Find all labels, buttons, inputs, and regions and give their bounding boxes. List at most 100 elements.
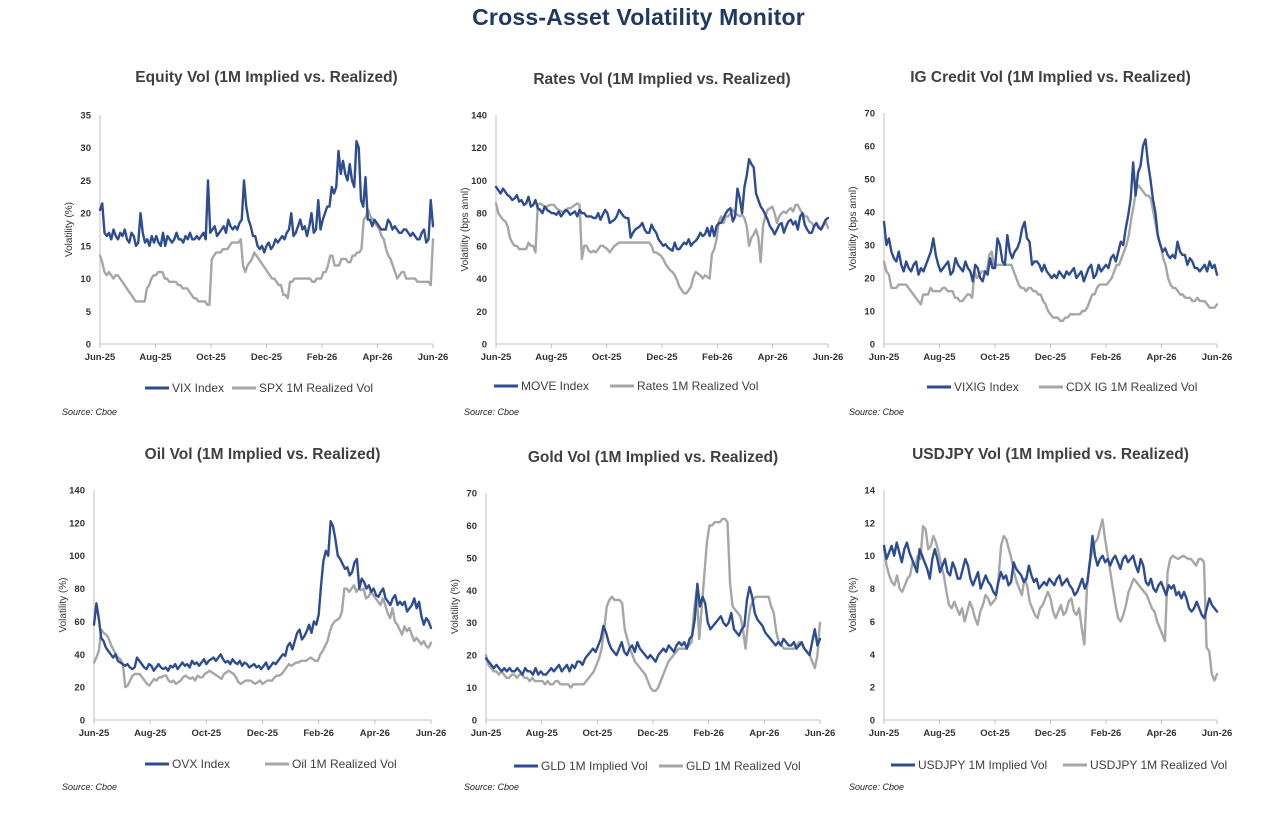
legend-label: Oil 1M Realized Vol bbox=[292, 757, 397, 771]
x-tick-label: Apr-26 bbox=[1146, 352, 1176, 363]
y-tick-label: 60 bbox=[476, 241, 487, 252]
realized-vol-line bbox=[98, 208, 435, 306]
usdjpy-vol-chart: USDJPY Vol (1M Implied vs. Realized) 0 2 4 6… bbox=[847, 437, 1267, 837]
y-tick-label: 10 bbox=[864, 307, 875, 318]
x-tick-label: Jun-25 bbox=[481, 352, 512, 363]
y-tick-label: 0 bbox=[80, 716, 85, 727]
x-tick-label: Jun-25 bbox=[471, 728, 502, 739]
y-tick-label: 5 bbox=[86, 307, 92, 318]
y-tick-label: 20 bbox=[80, 209, 91, 220]
y-tick-label: 10 bbox=[864, 551, 875, 562]
y-tick-label: 15 bbox=[80, 241, 91, 252]
y-tick-label: 40 bbox=[476, 274, 487, 285]
x-tick-label: Aug-25 bbox=[526, 728, 559, 739]
x-tick-label: Oct-25 bbox=[980, 352, 1010, 363]
y-axis-label: Volatility (bps annl) bbox=[848, 187, 859, 271]
realized-vol-line bbox=[882, 518, 1219, 682]
x-tick-label: Dec-25 bbox=[251, 352, 283, 363]
y-axis-label: Volatility (%) bbox=[58, 577, 69, 632]
x-tick-label: Dec-25 bbox=[637, 728, 669, 739]
chart-svg: Oil Vol (1M Implied vs. Realized) 0 20 40 60… bbox=[58, 446, 446, 792]
chart-title: Equity Vol (1M Implied vs. Realized) bbox=[135, 69, 397, 86]
x-tick-label: Dec-25 bbox=[1035, 352, 1067, 363]
y-tick-label: 100 bbox=[471, 176, 487, 187]
legend-label: VIX Index bbox=[172, 381, 224, 395]
y-tick-label: 120 bbox=[471, 143, 487, 154]
x-tick-label: Feb-26 bbox=[693, 728, 724, 739]
chart-svg: USDJPY Vol (1M Implied vs. Realized) 0 2 4 6… bbox=[848, 446, 1232, 792]
chart-svg: Equity Vol (1M Implied vs. Realized) 0 5 10… bbox=[62, 69, 449, 417]
x-tick-label: Feb-26 bbox=[303, 728, 334, 739]
y-axis-label: Volatility (%) bbox=[64, 202, 75, 257]
chart-svg: IG Credit Vol (1M Implied vs. Realized) 0… bbox=[848, 69, 1232, 417]
y-tick-label: 0 bbox=[870, 716, 875, 727]
x-tick-label: Feb-26 bbox=[307, 352, 338, 363]
gold-vol-chart: Gold Vol (1M Implied vs. Realized) 0 10 20 3… bbox=[450, 437, 882, 837]
ig-credit-vol-chart: IG Credit Vol (1M Implied vs. Realized) 0… bbox=[847, 60, 1267, 460]
y-tick-label: 0 bbox=[86, 340, 91, 351]
x-tick-label: Aug-25 bbox=[923, 728, 956, 739]
legend-label: OVX Index bbox=[172, 757, 230, 771]
y-tick-label: 20 bbox=[864, 274, 875, 285]
y-tick-label: 100 bbox=[69, 551, 85, 562]
x-tick-label: Aug-25 bbox=[139, 352, 172, 363]
legend-label: MOVE Index bbox=[521, 379, 589, 393]
x-tick-label: Oct-25 bbox=[192, 728, 222, 739]
x-tick-label: Jun-25 bbox=[869, 728, 900, 739]
chart-title: Rates Vol (1M Implied vs. Realized) bbox=[533, 71, 790, 88]
realized-vol-line bbox=[494, 202, 830, 295]
implied-vol-line bbox=[882, 534, 1219, 620]
y-tick-label: 10 bbox=[80, 274, 91, 285]
x-tick-label: Oct-25 bbox=[592, 352, 622, 363]
y-tick-label: 40 bbox=[466, 586, 477, 597]
rates-vol-chart: Rates Vol (1M Implied vs. Realized) 0 20 40… bbox=[460, 60, 882, 460]
chart-title: Gold Vol (1M Implied vs. Realized) bbox=[528, 449, 778, 466]
x-tick-label: Jun-25 bbox=[869, 352, 900, 363]
legend-label: USDJPY 1M Implied Vol bbox=[918, 758, 1047, 772]
legend-label: GLD 1M Realized Vol bbox=[686, 759, 801, 773]
x-tick-label: Apr-26 bbox=[1146, 728, 1176, 739]
x-tick-label: Jun-26 bbox=[813, 352, 844, 363]
y-tick-label: 120 bbox=[69, 518, 85, 529]
realized-vol-line bbox=[484, 517, 822, 693]
y-tick-label: 0 bbox=[472, 716, 477, 727]
y-tick-label: 25 bbox=[80, 176, 91, 187]
y-tick-label: 50 bbox=[864, 175, 875, 186]
x-tick-label: Feb-26 bbox=[1091, 728, 1122, 739]
y-tick-label: 40 bbox=[74, 650, 85, 661]
legend-label: SPX 1M Realized Vol bbox=[259, 381, 373, 395]
chart-svg: Gold Vol (1M Implied vs. Realized) 0 10 20 3… bbox=[450, 449, 836, 792]
source-note: Source: Cboe bbox=[62, 407, 117, 417]
implied-vol-line bbox=[98, 139, 435, 254]
y-tick-label: 0 bbox=[482, 340, 487, 351]
chart-title: USDJPY Vol (1M Implied vs. Realized) bbox=[912, 446, 1189, 463]
x-tick-label: Jun-26 bbox=[805, 728, 836, 739]
y-tick-label: 35 bbox=[80, 111, 91, 122]
y-tick-label: 20 bbox=[74, 683, 85, 694]
x-tick-label: Aug-25 bbox=[535, 352, 568, 363]
x-tick-label: Apr-26 bbox=[758, 352, 788, 363]
x-tick-label: Jun-25 bbox=[85, 352, 116, 363]
legend-label: Rates 1M Realized Vol bbox=[637, 379, 758, 393]
source-note: Source: Cboe bbox=[62, 782, 117, 792]
legend-label: CDX IG 1M Realized Vol bbox=[1066, 380, 1197, 394]
chart-title: Oil Vol (1M Implied vs. Realized) bbox=[145, 446, 381, 463]
y-tick-label: 50 bbox=[466, 553, 477, 564]
y-tick-label: 12 bbox=[864, 518, 875, 529]
y-tick-label: 14 bbox=[864, 486, 875, 497]
source-note: Source: Cboe bbox=[849, 782, 904, 792]
y-tick-label: 80 bbox=[476, 209, 487, 220]
legend-label: GLD 1M Implied Vol bbox=[541, 759, 648, 773]
implied-vol-line bbox=[494, 157, 830, 252]
x-tick-label: Apr-26 bbox=[360, 728, 390, 739]
legend-label: USDJPY 1M Realized Vol bbox=[1090, 758, 1227, 772]
x-tick-label: Aug-25 bbox=[134, 728, 167, 739]
legend-label: VIXIG Index bbox=[954, 380, 1019, 394]
oil-vol-chart: Oil Vol (1M Implied vs. Realized) 0 20 40 60… bbox=[58, 437, 480, 837]
y-tick-label: 70 bbox=[864, 109, 875, 120]
x-tick-label: Feb-26 bbox=[1091, 352, 1122, 363]
source-note: Source: Cboe bbox=[849, 407, 904, 417]
y-axis-label: Volatility (%) bbox=[450, 579, 461, 634]
x-tick-label: Jun-26 bbox=[418, 352, 449, 363]
x-tick-label: Feb-26 bbox=[702, 352, 733, 363]
